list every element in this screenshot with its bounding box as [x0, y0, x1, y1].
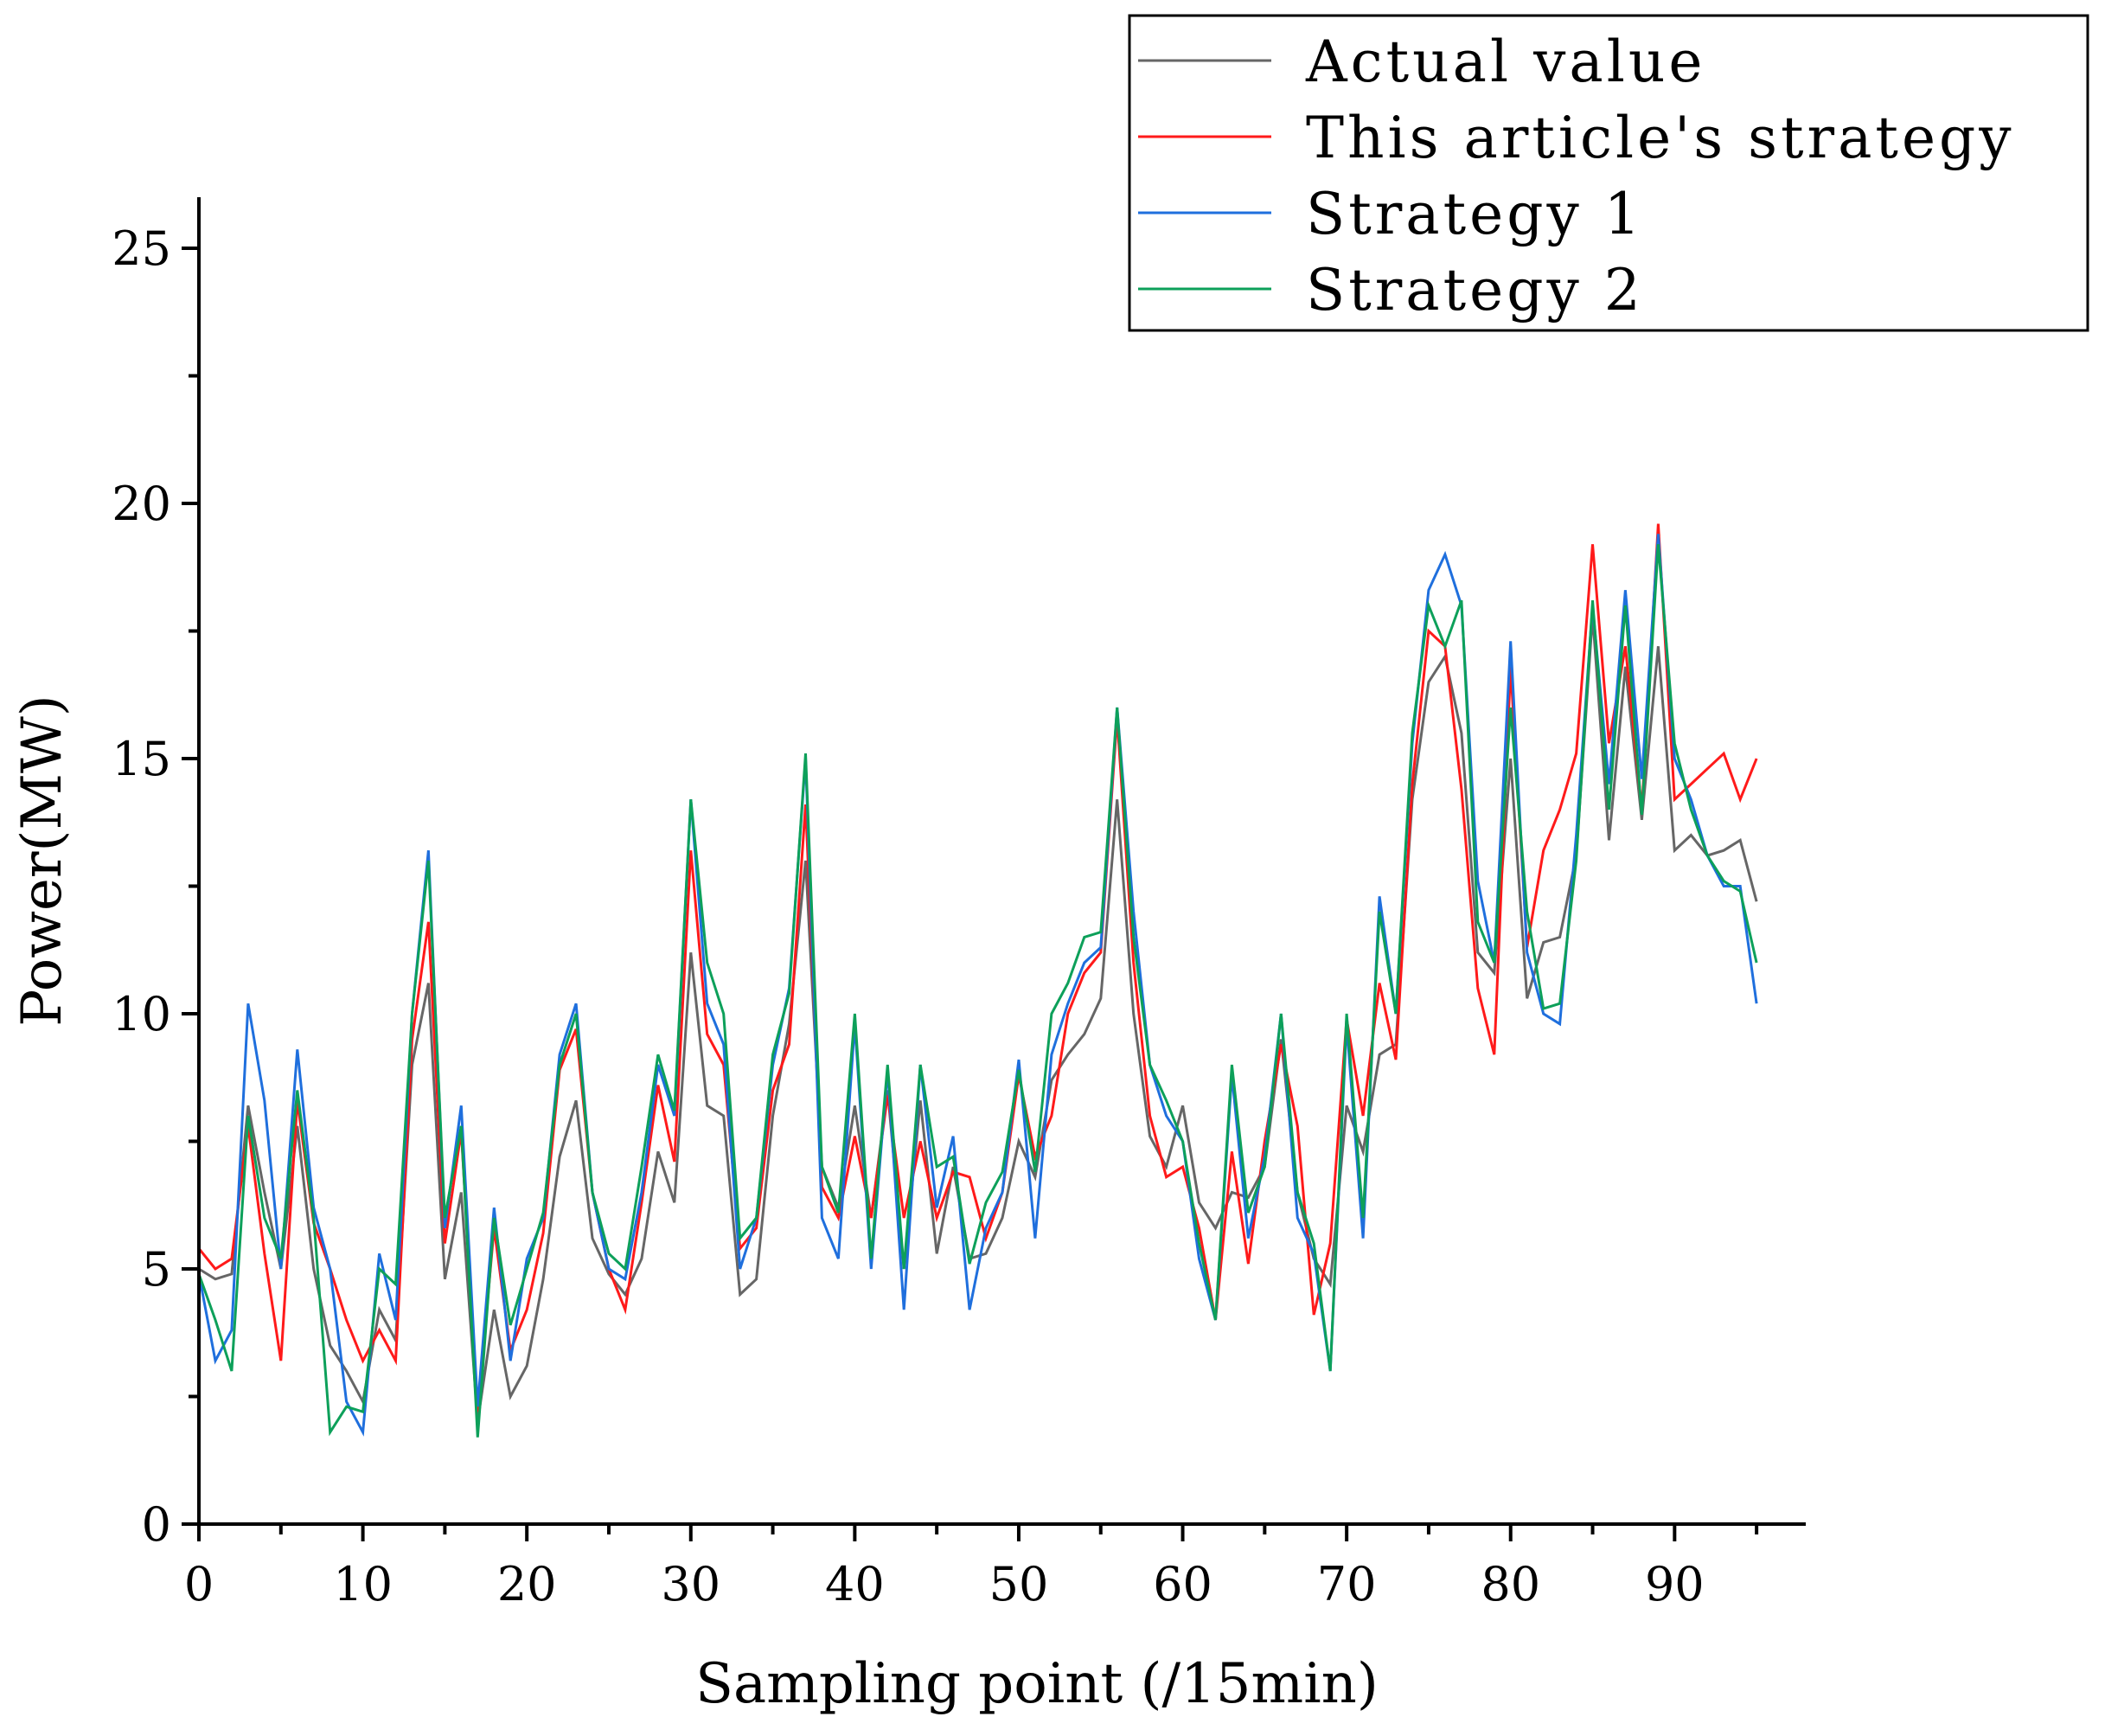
series-line-4	[197, 544, 1758, 1438]
x-tick-label: 0	[184, 1557, 214, 1611]
legend-label-1: Actual value	[1305, 29, 1705, 95]
legend-label-2: This article's strategy	[1306, 105, 2015, 171]
y-tick-label: 0	[142, 1497, 171, 1552]
series-line-2	[197, 523, 1758, 1413]
x-tick-label: 80	[1481, 1557, 1540, 1611]
y-tick-label: 10	[112, 987, 171, 1041]
plot-lines	[197, 523, 1758, 1438]
axes: 0 10 20 30 40 50 60 70 80 90 0 5 10 15 20 25	[112, 197, 1806, 1611]
x-axis-title: Sampling point (/15min)	[695, 1652, 1379, 1716]
y-tick-label: 15	[112, 732, 171, 786]
x-tick-label: 20	[497, 1557, 557, 1611]
y-ticks: 0 5 10 15 20 25	[112, 221, 199, 1552]
x-tick-label: 90	[1645, 1557, 1705, 1611]
legend-label-4: Strategy 2	[1306, 257, 1644, 323]
x-tick-label: 30	[661, 1557, 720, 1611]
x-tick-label: 60	[1153, 1557, 1212, 1611]
x-tick-label: 50	[989, 1557, 1049, 1611]
legend-items: Actual value This article's strategy Strat…	[1138, 29, 2015, 323]
y-tick-label: 5	[142, 1242, 171, 1297]
legend-box	[1128, 14, 2089, 332]
x-ticks: 0 10 20 30 40 50 60 70 80 90	[184, 1524, 1759, 1611]
y-tick-label: 20	[112, 477, 171, 531]
x-tick-label: 10	[333, 1557, 393, 1611]
legend-label-3: Strategy 1	[1306, 181, 1644, 247]
x-tick-label: 70	[1317, 1557, 1377, 1611]
legend: Actual value This article's strategy Strat…	[1128, 14, 2089, 332]
y-axis-title: Power(MW)	[10, 695, 74, 1027]
y-tick-label: 25	[112, 221, 171, 276]
x-tick-label: 40	[825, 1557, 885, 1611]
